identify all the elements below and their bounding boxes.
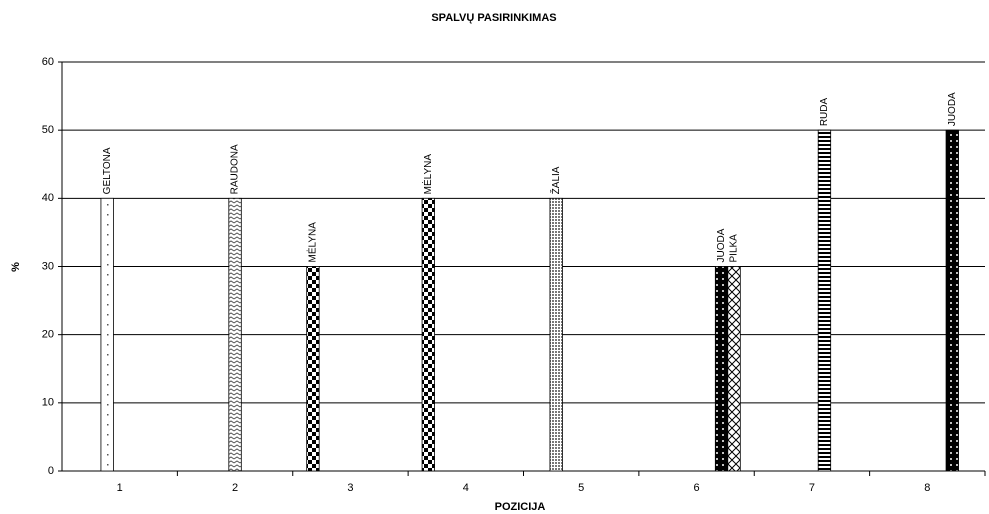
chart-title: SPALVŲ PASIRINKIMAS — [431, 12, 556, 24]
bar — [945, 129, 959, 472]
x-tick-label: 4 — [463, 482, 469, 494]
y-tick-label: 20 — [42, 329, 54, 341]
bar-series-label: JUODA — [716, 228, 727, 262]
bar — [421, 197, 435, 472]
bar-series-label: ŽALIA — [549, 166, 562, 194]
bar-series-label: GELTONA — [102, 147, 113, 194]
bar-series-label: MĖLYNA — [306, 222, 319, 263]
x-tick-label: 5 — [578, 482, 584, 494]
x-axis-label: POZICIJA — [495, 501, 546, 513]
x-tick-label: 3 — [347, 482, 353, 494]
y-tick-label: 40 — [42, 192, 54, 204]
y-tick-label: 50 — [42, 124, 54, 136]
bar — [727, 266, 741, 472]
x-tick-label: 7 — [809, 482, 815, 494]
y-tick-label: 30 — [42, 260, 54, 272]
bar — [306, 266, 320, 472]
bar-series-label: JUODA — [947, 92, 958, 126]
bar-series-label: RUDA — [819, 98, 830, 127]
x-tick-label: 6 — [694, 482, 700, 494]
bar — [228, 197, 242, 472]
y-axis-label: % — [10, 262, 22, 272]
bar — [714, 266, 729, 472]
bar — [100, 197, 114, 472]
x-tick-label: 1 — [117, 482, 123, 494]
bar-series-label: RAUDONA — [230, 144, 241, 194]
bar-series-label: PILKA — [729, 234, 740, 263]
y-tick-label: 0 — [48, 465, 54, 477]
y-tick-label: 10 — [42, 397, 54, 409]
bar — [817, 129, 832, 472]
bar — [549, 197, 563, 472]
y-tick-label: 60 — [42, 56, 54, 68]
x-tick-label: 8 — [924, 482, 930, 494]
x-tick-label: 2 — [232, 482, 238, 494]
bar-series-label: MĖLYNA — [421, 154, 434, 195]
